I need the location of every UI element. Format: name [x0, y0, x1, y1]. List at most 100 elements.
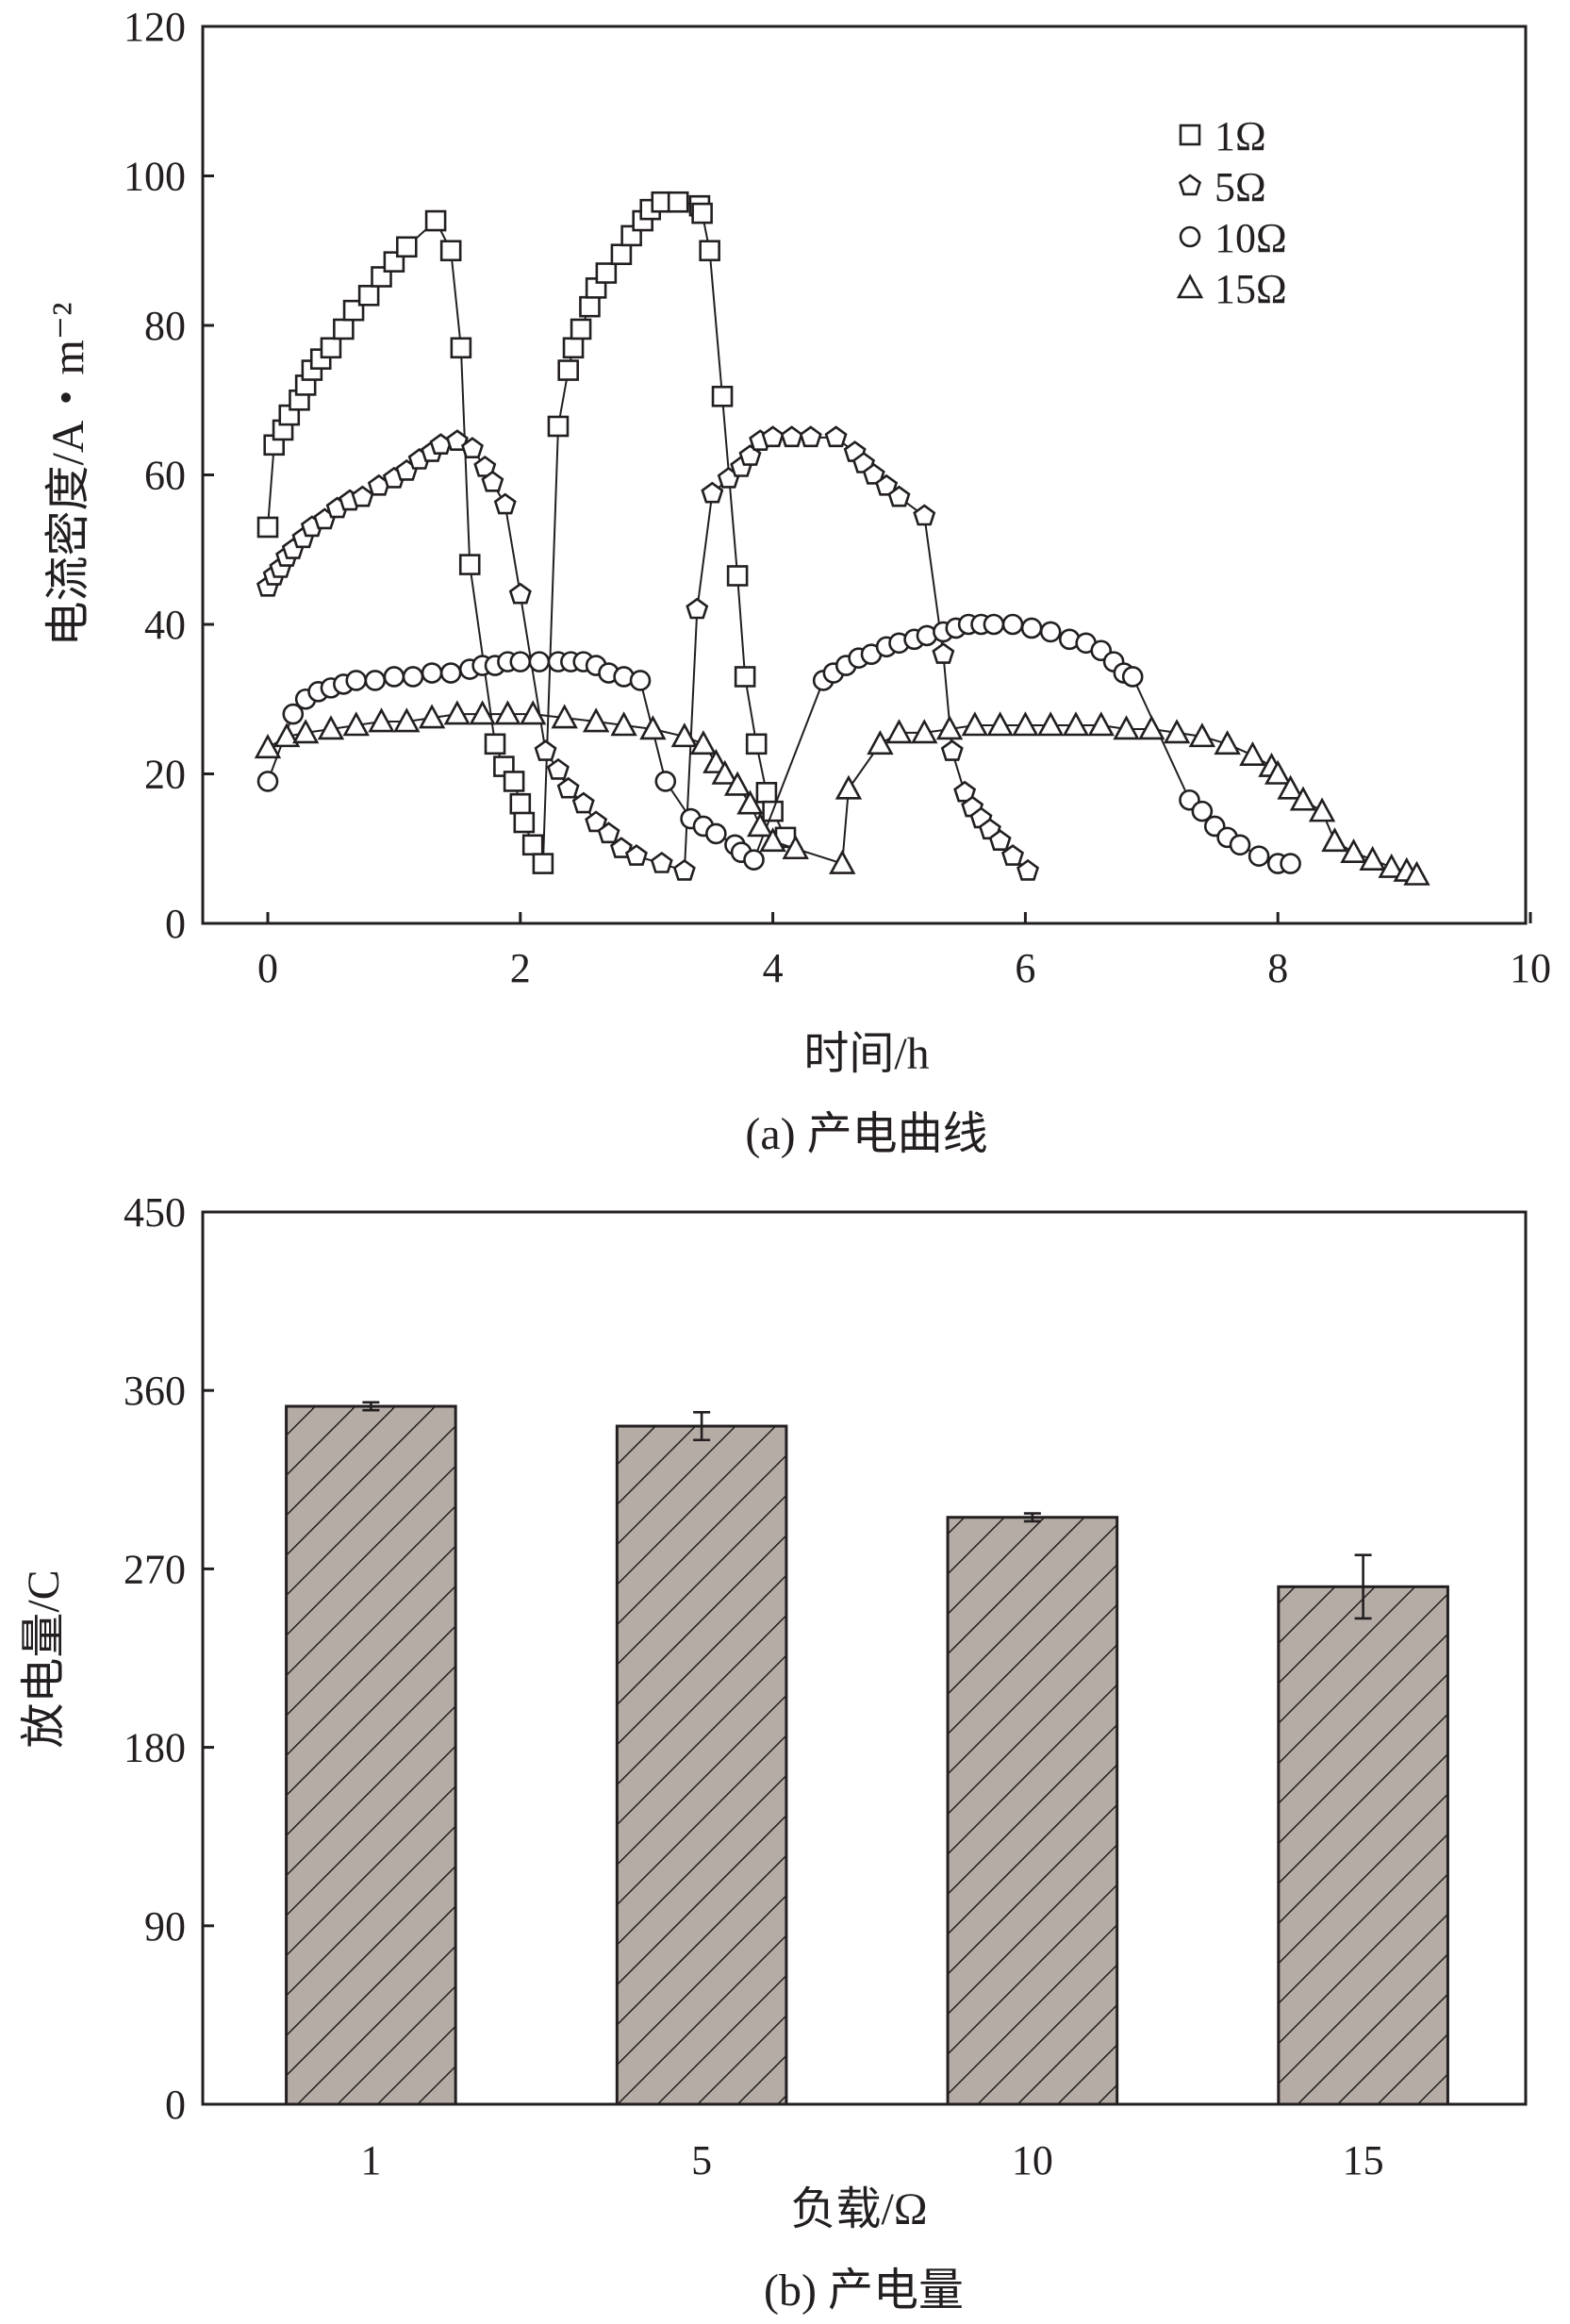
- y-tick-label: 80: [144, 303, 186, 349]
- square-marker: [562, 337, 585, 359]
- x-tick-label: 6: [1015, 945, 1035, 991]
- x-axis-label: 时间/h: [803, 1029, 929, 1079]
- square-marker: [1179, 124, 1201, 146]
- pentagon-marker: [887, 485, 911, 507]
- pentagon-marker: [473, 455, 497, 477]
- pentagon-marker: [824, 425, 848, 448]
- circle-marker: [1001, 613, 1024, 636]
- pentagon-marker: [913, 504, 936, 526]
- square-marker: [395, 236, 418, 258]
- square-marker: [458, 554, 481, 575]
- triangle-marker: [1138, 715, 1165, 740]
- bar-group: [285, 1401, 457, 2106]
- square-marker: [509, 792, 532, 815]
- triangle-marker: [835, 774, 863, 800]
- triangle-marker: [1062, 711, 1090, 737]
- triangle-marker: [291, 719, 320, 744]
- error-bar: [1023, 1512, 1041, 1523]
- y-tick-label: 450: [124, 1189, 186, 1236]
- legend: 1Ω 5Ω 10Ω 15Ω: [1176, 113, 1287, 312]
- triangle-marker: [1087, 711, 1115, 737]
- triangle-marker: [1239, 740, 1266, 766]
- y-tick-label: 60: [144, 453, 186, 499]
- circle-marker: [439, 662, 462, 684]
- triangle-marker: [829, 849, 856, 874]
- x-tick-label: 5: [691, 2137, 712, 2183]
- circle-marker: [1191, 800, 1214, 822]
- pentagon-marker: [460, 437, 484, 459]
- triangle-marker: [911, 719, 938, 744]
- circle-marker: [1179, 225, 1201, 248]
- pentagon-marker: [650, 851, 673, 873]
- triangle-marker: [961, 711, 989, 737]
- pentagon-marker: [585, 810, 608, 833]
- legend-label: 5Ω: [1215, 164, 1266, 210]
- triangle-marker: [393, 707, 421, 733]
- circle-marker: [743, 849, 765, 871]
- circle-marker: [364, 670, 387, 691]
- triangle-marker: [723, 771, 752, 796]
- pentagon-marker: [1178, 174, 1202, 196]
- square-marker: [256, 516, 279, 539]
- pentagon-marker: [862, 462, 885, 485]
- triangle-marker: [935, 715, 964, 740]
- square-marker: [333, 318, 355, 340]
- circle-marker: [1229, 834, 1251, 856]
- pentagon-marker: [701, 481, 724, 504]
- square-marker: [755, 782, 778, 804]
- triangle-marker: [670, 722, 699, 748]
- pentagon-marker: [534, 739, 557, 761]
- circle-marker: [654, 771, 677, 792]
- bar: [1277, 1585, 1449, 2106]
- triangle-marker: [443, 700, 471, 725]
- circle-marker: [345, 670, 368, 691]
- triangle-marker: [1289, 786, 1317, 811]
- square-marker: [570, 318, 592, 340]
- circle-marker: [528, 651, 551, 672]
- pentagon-marker: [932, 642, 955, 664]
- triangle-marker: [986, 711, 1014, 737]
- x-tick-label: 15: [1343, 2137, 1384, 2183]
- triangle-marker: [1378, 853, 1405, 878]
- triangle-marker: [254, 734, 282, 759]
- y-tick-label: 180: [124, 1725, 186, 1771]
- square-marker: [320, 337, 342, 359]
- square-marker: [450, 337, 472, 359]
- circle-marker: [983, 613, 1005, 636]
- legend-label: 15Ω: [1215, 266, 1287, 312]
- square-marker: [521, 834, 544, 856]
- triangle-marker: [494, 700, 521, 725]
- triangle-marker: [689, 730, 718, 755]
- y-tick-label: 0: [165, 901, 186, 947]
- triangle-marker: [1403, 860, 1430, 886]
- pentagon-marker: [571, 791, 595, 814]
- pentagon-marker: [686, 597, 709, 620]
- circle-marker: [1280, 853, 1301, 874]
- series-square: [256, 191, 797, 874]
- triangle-marker: [1214, 730, 1241, 755]
- y-axis-label: 电流密度/A・m⁻²: [43, 302, 93, 646]
- y-tick-label: 100: [124, 154, 186, 200]
- circle-marker: [256, 771, 279, 792]
- triangle-marker: [520, 700, 547, 725]
- legend-item: 5Ω: [1178, 164, 1266, 210]
- bar-group: [615, 1411, 788, 2106]
- plot-frame: [201, 1210, 1528, 2106]
- square-marker: [745, 733, 768, 755]
- triangle-marker: [1188, 722, 1216, 748]
- triangle-marker: [736, 789, 764, 815]
- pentagon-marker: [556, 776, 580, 799]
- triangle-marker: [1321, 827, 1348, 853]
- square-marker: [484, 733, 506, 755]
- triangle-marker: [551, 704, 578, 729]
- y-tick-label: 20: [144, 752, 186, 798]
- circle-marker: [402, 666, 424, 688]
- legend-label: 1Ω: [1215, 113, 1266, 159]
- x-tick-label: 1: [360, 2137, 381, 2183]
- triangle-marker: [1036, 711, 1065, 737]
- x-tick-label: 10: [1510, 945, 1551, 991]
- triangle-marker: [1308, 797, 1336, 822]
- square-marker: [357, 284, 380, 307]
